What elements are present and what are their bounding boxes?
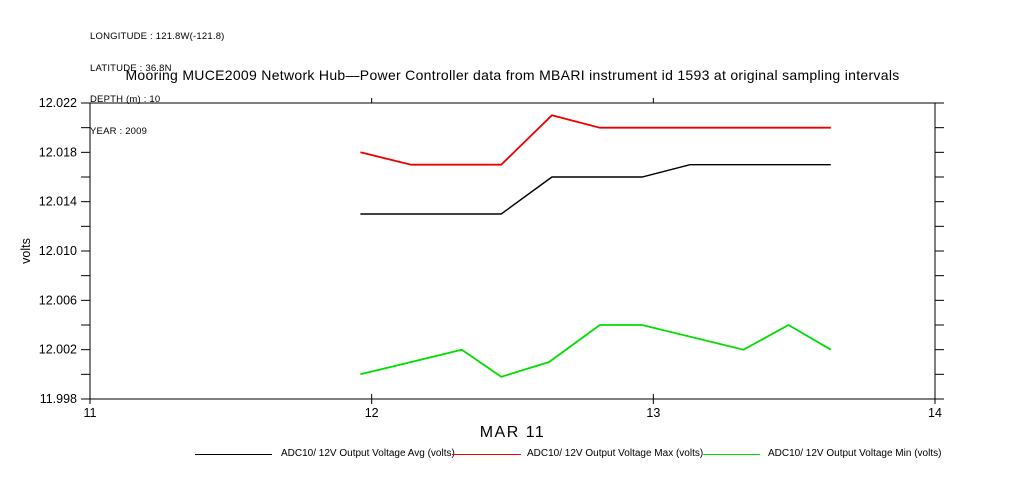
svg-text:12.022: 12.022 — [39, 96, 77, 110]
svg-text:volts: volts — [19, 238, 33, 264]
metadata-block: LONGITUDE : 121.8W(-121.8) LATITUDE : 36… — [90, 11, 225, 158]
legend-swatch-max-line — [452, 454, 521, 455]
legend-swatch-avg-line — [195, 454, 272, 455]
svg-text:13: 13 — [646, 406, 660, 420]
chart-title: Mooring MUCE2009 Network Hub—Power Contr… — [125, 67, 900, 83]
legend-label-min: ADC10/ 12V Output Voltage Min (volts) — [768, 448, 942, 459]
svg-text:12.014: 12.014 — [39, 195, 77, 209]
svg-text:12.018: 12.018 — [39, 145, 77, 159]
meta-longitude: LONGITUDE : 121.8W(-121.8) — [90, 31, 225, 42]
meta-latitude: LATITUDE : 36.8N — [90, 62, 172, 74]
svg-text:11.998: 11.998 — [40, 392, 77, 406]
svg-text:MAR 11: MAR 11 — [480, 424, 546, 441]
svg-text:14: 14 — [928, 406, 942, 420]
svg-text:12.010: 12.010 — [39, 244, 77, 258]
legend-label-avg: ADC10/ 12V Output Voltage Avg (volts) — [281, 448, 455, 459]
svg-text:11: 11 — [84, 406, 97, 420]
svg-text:12.006: 12.006 — [39, 293, 77, 307]
svg-text:12: 12 — [365, 406, 379, 420]
meta-year: YEAR : 2009 — [90, 125, 148, 137]
legend-label-max: ADC10/ 12V Output Voltage Max (volts) — [527, 448, 704, 459]
meta-depth: DEPTH (m) : 10 — [90, 94, 161, 105]
svg-text:12.002: 12.002 — [39, 343, 77, 357]
chart-legend: ADC10/ 12V Output Voltage Avg (volts) AD… — [0, 446, 1009, 464]
legend-swatch-min-line — [703, 454, 760, 455]
